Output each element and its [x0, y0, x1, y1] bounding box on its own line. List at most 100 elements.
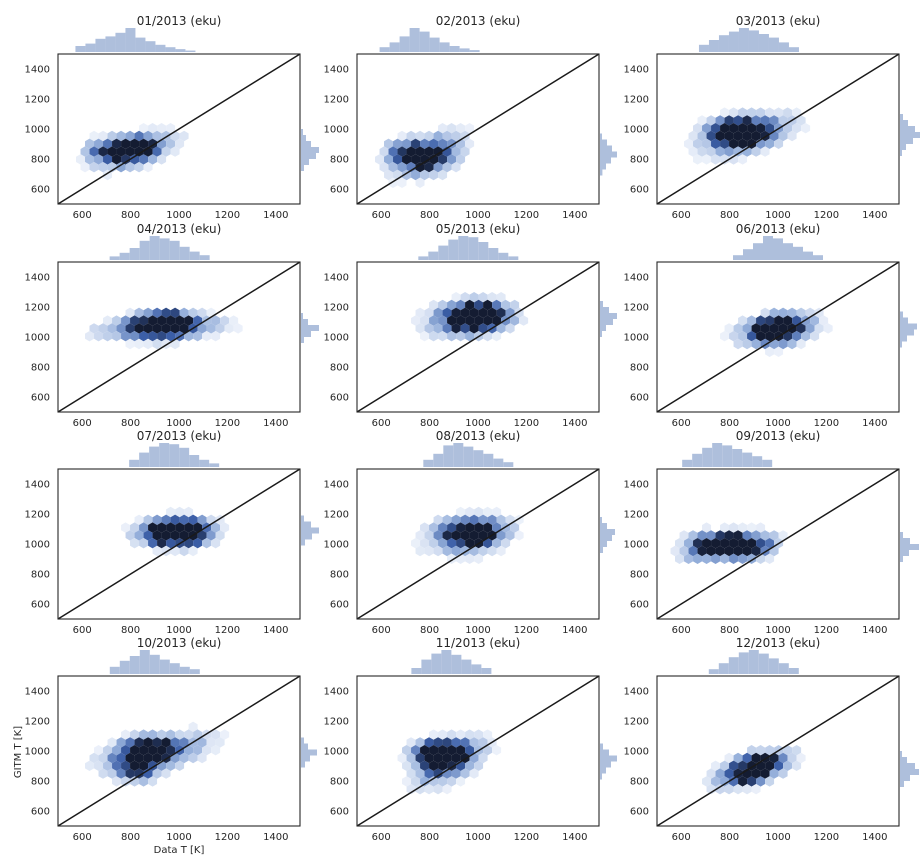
- hexbin-cell: [157, 154, 167, 165]
- x-tick-label: 1000: [166, 418, 191, 429]
- marginal-y-bar: [301, 147, 319, 153]
- marginal-x-bar: [698, 44, 709, 52]
- hexbin-cell: [125, 146, 135, 157]
- hexbin-cell: [460, 146, 470, 157]
- marginal-x-bar: [418, 256, 429, 260]
- hexbin-cell: [684, 538, 694, 549]
- hexbin-cell: [143, 752, 153, 764]
- hexbin-cell: [424, 323, 434, 334]
- y-tick-label: 1000: [624, 747, 649, 758]
- hexbin-cell: [760, 768, 770, 779]
- hexbin-cell: [103, 745, 113, 756]
- subplot-title: 10/2013 (eku): [137, 636, 222, 650]
- hexbin-cell: [487, 307, 497, 318]
- hexbin-cell: [765, 538, 775, 549]
- marginal-y-bar: [301, 325, 319, 331]
- hexbin-cell: [134, 514, 144, 525]
- hexbin-cell: [415, 177, 425, 188]
- marginal-y-bar: [600, 139, 607, 146]
- hexbin-cell: [792, 760, 802, 771]
- hexbin-cell: [415, 307, 425, 318]
- hexbin-cell: [397, 130, 407, 142]
- x-tick-label: 1000: [465, 832, 490, 843]
- x-tick-label: 1400: [263, 210, 288, 221]
- hexbin-cell: [420, 169, 430, 181]
- y-tick-label: 1200: [624, 717, 649, 728]
- marginal-y-bar: [600, 767, 606, 774]
- marginal-y-bar: [600, 307, 609, 313]
- hexbin-cell: [429, 299, 439, 311]
- hexbin-cell: [693, 138, 703, 149]
- hexbin-cell: [742, 530, 752, 541]
- x-tick-label: 600: [372, 625, 391, 636]
- hexbin-cell: [711, 776, 721, 787]
- hexbin-cell: [125, 162, 135, 173]
- hexbin-cell: [442, 752, 452, 764]
- marginal-y-bar: [301, 159, 309, 165]
- marginal-x-bar: [718, 663, 729, 674]
- hexbin-cell: [429, 315, 439, 326]
- hexbin-cell: [706, 115, 716, 126]
- hexbin-cell: [415, 146, 425, 157]
- hexbin-cell: [433, 530, 443, 541]
- hexbin-cell: [433, 545, 443, 557]
- hexbin-cell: [688, 545, 698, 557]
- hexbin-cell: [711, 138, 721, 149]
- marginal-x-bar: [199, 255, 210, 260]
- hexbin-cell: [738, 538, 748, 549]
- marginal-y-bar: [900, 144, 906, 150]
- y-tick-label: 800: [31, 777, 50, 788]
- hexbin-cell: [157, 522, 167, 533]
- hexbin-cell: [756, 107, 766, 118]
- hexbin-cell: [675, 538, 685, 549]
- subplot-8: 600 800 1000 1200 1400 600 800 1000 1200 1400 08/2…: [324, 429, 615, 636]
- hexbin-cell: [388, 162, 398, 173]
- hexbin-cell: [478, 752, 488, 764]
- hexbin-cell: [706, 130, 716, 142]
- hexbin-cell: [729, 138, 739, 149]
- hexbin-cell: [429, 522, 439, 533]
- plot-frame: [57, 261, 301, 413]
- y-tick-label: 600: [630, 185, 649, 196]
- hexbin-cell: [188, 752, 198, 764]
- x-tick-label: 1200: [514, 832, 539, 843]
- hexbin-cell: [125, 768, 135, 779]
- hexbin-cell: [415, 162, 425, 173]
- x-tick-label: 1200: [814, 418, 839, 429]
- hexbin-cell: [429, 538, 439, 549]
- hexbin-cell: [161, 323, 171, 334]
- hexbin-cell: [166, 745, 176, 756]
- hexbin-layer: [85, 307, 243, 350]
- hexbin-cell: [733, 130, 743, 142]
- hexbin-cell: [474, 506, 484, 518]
- hexbin-cell: [756, 745, 766, 756]
- hexbin-cell: [166, 506, 176, 518]
- hexbin-cell: [175, 506, 185, 518]
- y-tick-label: 800: [330, 155, 349, 166]
- hexbin-cell: [720, 760, 730, 771]
- hexbin-cell: [388, 146, 398, 157]
- marginal-y-bar: [900, 544, 919, 550]
- x-tick-label: 800: [720, 210, 739, 221]
- hexbin-cell: [420, 154, 430, 165]
- hexbin-cell: [85, 760, 95, 771]
- marginal-x-bar: [379, 47, 390, 52]
- hexbin-cell: [747, 538, 757, 549]
- marginal-x-bar: [453, 443, 464, 467]
- subplot-title: 09/2013 (eku): [736, 429, 821, 443]
- hexbin-cell: [783, 107, 793, 118]
- hexbin-cell: [796, 307, 806, 318]
- hexbin-cell: [460, 514, 470, 525]
- y-tick-label: 1400: [25, 273, 50, 284]
- hexbin-cell: [429, 760, 439, 771]
- hexbin-cell: [379, 162, 389, 173]
- hexbin-cell: [670, 545, 680, 557]
- hexbin-cell: [492, 331, 502, 342]
- hexbin-cell: [175, 138, 185, 149]
- hexbin-cell: [139, 138, 149, 149]
- subplot-7: 600 800 1000 1200 1400 600 800 1000 1200 1400 07/2…: [25, 429, 319, 636]
- x-tick-label: 1200: [514, 210, 539, 221]
- hexbin-cell: [184, 506, 194, 518]
- hexbin-cell: [116, 737, 126, 748]
- hexbin-cell: [220, 522, 230, 533]
